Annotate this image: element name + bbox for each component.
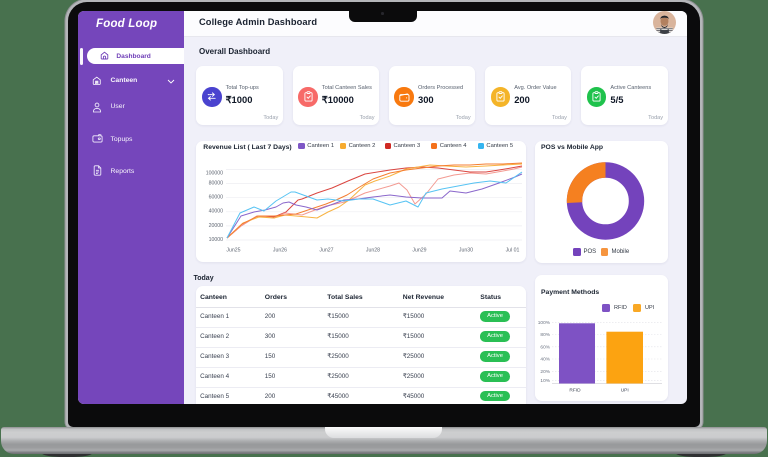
svg-text:Jun27: Jun27: [320, 247, 334, 253]
svg-text:20000: 20000: [209, 222, 224, 228]
svg-text:RFID: RFID: [569, 387, 581, 393]
svg-text:Jun25: Jun25: [227, 247, 241, 253]
svg-text:20%: 20%: [540, 368, 550, 374]
svg-text:Jun26: Jun26: [273, 247, 287, 253]
svg-text:80%: 80%: [540, 332, 550, 338]
svg-text:60000: 60000: [209, 194, 224, 200]
svg-text:100%: 100%: [538, 320, 551, 326]
svg-text:Jun28: Jun28: [366, 247, 380, 253]
svg-text:UPI: UPI: [621, 387, 629, 393]
svg-text:100000: 100000: [206, 170, 223, 176]
svg-text:10000: 10000: [209, 237, 224, 243]
svg-text:40%: 40%: [540, 356, 550, 362]
svg-text:Jun29: Jun29: [413, 247, 427, 253]
svg-text:60%: 60%: [540, 344, 550, 350]
svg-text:80000: 80000: [209, 180, 224, 186]
svg-text:Jul 01: Jul 01: [506, 247, 520, 253]
svg-text:10%: 10%: [540, 378, 550, 384]
svg-text:40000: 40000: [209, 208, 224, 214]
svg-text:Jun30: Jun30: [459, 247, 473, 253]
